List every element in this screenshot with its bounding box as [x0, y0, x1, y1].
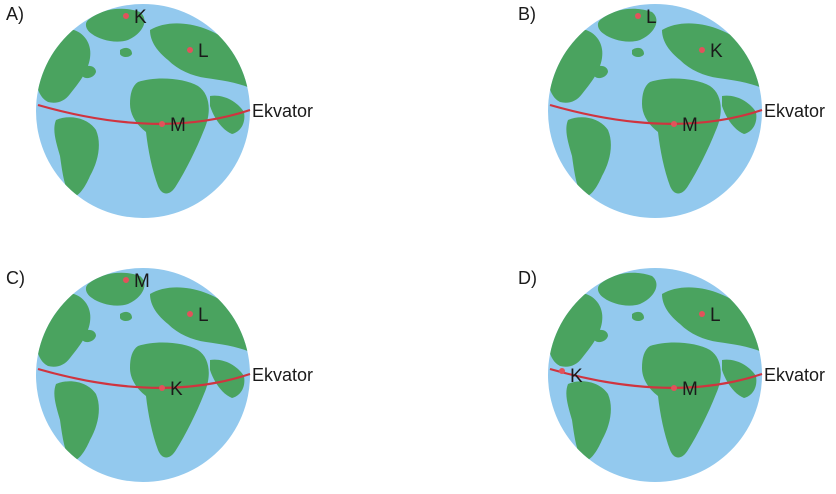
point-label: K [134, 7, 147, 28]
option-d[interactable]: D) Ekvator L M K [512, 264, 836, 494]
option-label: D) [518, 268, 537, 288]
landmass [54, 381, 99, 461]
landmass [632, 311, 644, 321]
point-label: L [198, 41, 209, 62]
equator-label: Ekvator [252, 101, 313, 121]
landmass [85, 272, 145, 306]
equator-label: Ekvator [252, 365, 313, 385]
landmass [722, 359, 757, 398]
equator-line [549, 103, 763, 125]
landmass [210, 359, 245, 398]
point-marker [187, 47, 193, 53]
point-marker [699, 311, 705, 317]
equator-label: Ekvator [764, 101, 825, 121]
landmass [82, 329, 96, 343]
option-a[interactable]: A) Ekvator K L M [0, 0, 330, 230]
point-marker [635, 13, 641, 19]
point-marker [699, 47, 705, 53]
landmass [566, 117, 611, 197]
option-b[interactable]: B) Ekvator L K M [512, 0, 836, 230]
point-marker [123, 13, 129, 19]
landmass [130, 78, 209, 194]
point-label: K [710, 41, 723, 62]
option-label: B) [518, 4, 536, 24]
point-marker [159, 385, 165, 391]
globe-diagram: Ekvator K L M [36, 4, 313, 218]
landmass [632, 47, 644, 57]
landmass [597, 8, 657, 42]
landmass [642, 342, 721, 458]
point-label: L [198, 305, 209, 326]
globe-diagram: Ekvator M L K [36, 268, 313, 482]
point-label: L [710, 305, 721, 326]
landmass [210, 95, 245, 134]
point-marker [559, 368, 565, 374]
landmass [566, 381, 611, 461]
globe-diagram: Ekvator L K M [548, 4, 825, 218]
point-marker [159, 121, 165, 127]
landmass [82, 65, 96, 79]
equator-line [549, 367, 763, 389]
point-label: K [170, 379, 183, 400]
point-label: M [682, 115, 698, 136]
point-marker [187, 311, 193, 317]
option-label: A) [6, 4, 24, 24]
point-marker [123, 277, 129, 283]
equator-line [37, 103, 251, 125]
point-label: M [682, 379, 698, 400]
landmass [594, 65, 608, 79]
landmass [54, 117, 99, 197]
landmass [722, 95, 757, 134]
point-label: M [170, 115, 186, 136]
landmass [594, 329, 608, 343]
point-marker [671, 385, 677, 391]
landmass [85, 8, 145, 42]
point-label: L [646, 7, 657, 28]
landmass [120, 47, 132, 57]
landmass [642, 78, 721, 194]
landmass [120, 311, 132, 321]
equator-line [37, 367, 251, 389]
point-marker [671, 121, 677, 127]
globe-diagram: Ekvator L M K [548, 268, 825, 482]
landmass [597, 272, 657, 306]
landmass [130, 342, 209, 458]
option-c[interactable]: C) Ekvator M L K [0, 264, 330, 494]
point-label: K [570, 366, 583, 387]
point-label: M [134, 271, 150, 292]
equator-label: Ekvator [764, 365, 825, 385]
option-label: C) [6, 268, 25, 288]
